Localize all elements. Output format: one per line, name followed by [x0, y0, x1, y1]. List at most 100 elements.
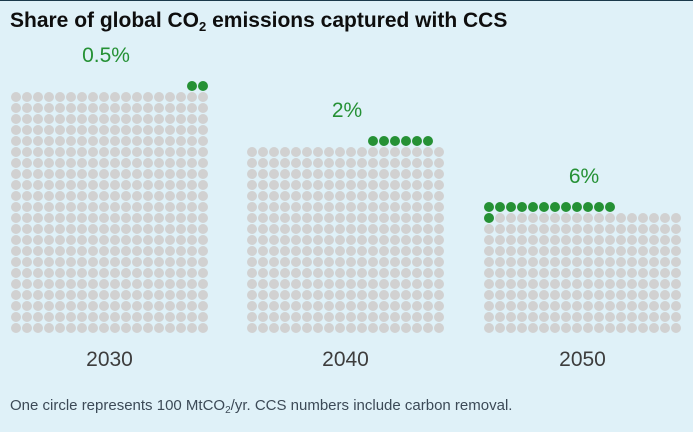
grey-circle	[55, 312, 65, 322]
grey-circle	[258, 301, 268, 311]
grey-circle	[412, 323, 422, 333]
grey-circle	[99, 180, 109, 190]
grey-circle	[324, 235, 334, 245]
grey-circle	[77, 114, 87, 124]
grey-circle	[616, 213, 626, 223]
grey-circle	[627, 290, 637, 300]
grey-circle	[247, 279, 257, 289]
grey-circle	[291, 301, 301, 311]
grey-circle	[649, 312, 659, 322]
grey-circle	[154, 279, 164, 289]
grey-circle	[368, 224, 378, 234]
grey-circle	[484, 290, 494, 300]
grey-circle	[143, 180, 153, 190]
grey-circle	[55, 103, 65, 113]
grey-circle	[379, 290, 389, 300]
grey-circle	[33, 103, 43, 113]
grey-circle	[143, 290, 153, 300]
grey-circle	[11, 213, 21, 223]
grey-circle	[88, 202, 98, 212]
grey-circle	[143, 169, 153, 179]
grey-circle	[22, 279, 32, 289]
grey-circle	[33, 191, 43, 201]
grey-circle	[324, 202, 334, 212]
grey-circle	[22, 136, 32, 146]
grey-circle	[187, 169, 197, 179]
grey-circle	[198, 136, 208, 146]
grey-circle	[423, 235, 433, 245]
waffle-block-2050: 6% 2050	[484, 165, 681, 371]
grey-circle	[77, 268, 87, 278]
grey-circle	[77, 323, 87, 333]
grey-circle	[44, 136, 54, 146]
grey-circle	[412, 312, 422, 322]
grey-circle	[165, 202, 175, 212]
ccs-circle	[484, 202, 494, 212]
grey-circle	[368, 301, 378, 311]
grey-circle	[11, 323, 21, 333]
grey-circle	[616, 301, 626, 311]
grey-circle	[627, 257, 637, 267]
grey-circle	[198, 290, 208, 300]
grey-circle	[269, 323, 279, 333]
grey-circle	[33, 213, 43, 223]
grey-circle	[357, 279, 367, 289]
grey-circle	[11, 114, 21, 124]
grey-circle	[66, 224, 76, 234]
grey-circle	[357, 191, 367, 201]
ccs-circle	[495, 202, 505, 212]
grey-circle	[33, 136, 43, 146]
grey-circle	[88, 169, 98, 179]
grey-circle	[269, 235, 279, 245]
grey-circle	[132, 114, 142, 124]
grey-circle	[412, 191, 422, 201]
grey-circle	[280, 279, 290, 289]
grey-circle	[495, 213, 505, 223]
grey-circle	[88, 213, 98, 223]
grey-circle	[55, 290, 65, 300]
grey-circle	[379, 169, 389, 179]
grey-circle	[66, 213, 76, 223]
grey-circle	[660, 246, 670, 256]
grey-circle	[495, 224, 505, 234]
grey-circle	[110, 290, 120, 300]
grey-circle	[616, 312, 626, 322]
grey-circle	[671, 279, 681, 289]
grey-circle	[66, 268, 76, 278]
grey-circle	[198, 191, 208, 201]
year-label-2050: 2050	[559, 348, 606, 371]
grey-circle	[484, 323, 494, 333]
grey-circle	[324, 180, 334, 190]
grey-circle	[517, 213, 527, 223]
grey-circle	[506, 246, 516, 256]
grey-circle	[346, 224, 356, 234]
grey-circle	[55, 279, 65, 289]
grey-circle	[627, 312, 637, 322]
grey-circle	[401, 158, 411, 168]
grey-circle	[121, 224, 131, 234]
grey-circle	[132, 103, 142, 113]
grey-circle	[313, 147, 323, 157]
grey-circle	[77, 147, 87, 157]
grey-circle	[121, 301, 131, 311]
grey-circle	[550, 312, 560, 322]
grey-circle	[88, 312, 98, 322]
grey-circle	[423, 268, 433, 278]
grey-circle	[258, 180, 268, 190]
grey-circle	[55, 147, 65, 157]
grey-circle	[77, 92, 87, 102]
grey-circle	[187, 224, 197, 234]
grey-circle	[280, 235, 290, 245]
grey-circle	[44, 279, 54, 289]
grey-circle	[143, 246, 153, 256]
grey-circle	[198, 213, 208, 223]
grey-circle	[324, 323, 334, 333]
grey-circle	[495, 279, 505, 289]
grey-circle	[121, 257, 131, 267]
grey-circle	[33, 92, 43, 102]
grey-circle	[132, 180, 142, 190]
grey-circle	[357, 213, 367, 223]
grey-circle	[390, 147, 400, 157]
grey-circle	[143, 147, 153, 157]
grey-circle	[154, 125, 164, 135]
